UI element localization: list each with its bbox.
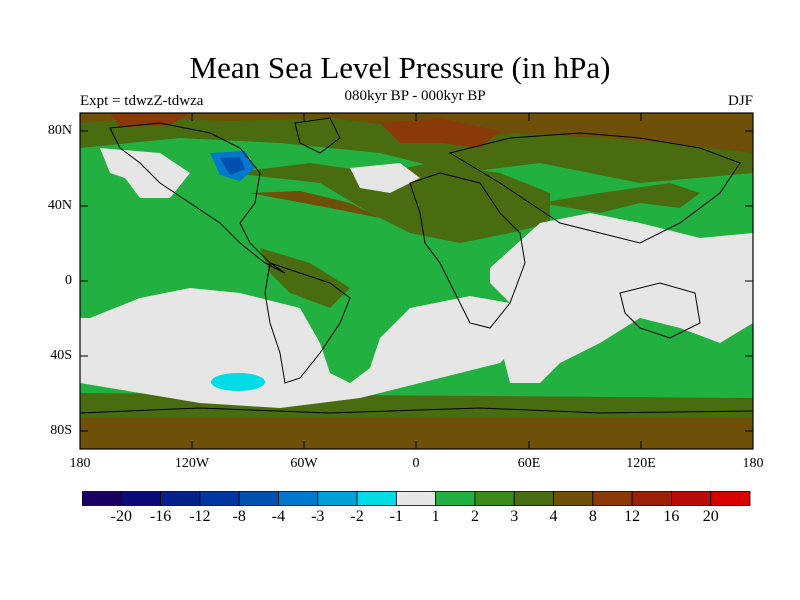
colorbar-label-7: -1 (389, 508, 403, 525)
coastlines (80, 117, 753, 414)
colorbar-label-9: 2 (470, 508, 479, 525)
colorbar-label-3: -8 (232, 508, 246, 525)
colorbar-swatch-11 (513, 491, 554, 506)
colorbar-label-10: 3 (510, 508, 519, 525)
map-frame (79, 112, 754, 450)
map-border (79, 112, 754, 450)
colorbar-swatch-16 (710, 491, 751, 506)
colorbar-swatch-12 (553, 491, 594, 506)
colorbar-swatch-15 (671, 491, 712, 506)
colorbar-label-0: -20 (110, 508, 132, 525)
x-tick-0: 0 (412, 456, 420, 471)
y-tick-marks (80, 130, 753, 432)
colorbar-swatch-14 (631, 491, 672, 506)
x-tick-120e: 120E (626, 456, 656, 471)
y-tick-80s: 80S (50, 423, 72, 438)
y-tick-0: 0 (65, 273, 72, 288)
colorbar-swatch-6 (317, 491, 358, 506)
colorbar-label-14: 16 (663, 508, 680, 525)
colorbar-label-4: -4 (271, 508, 286, 525)
colorbar (82, 491, 751, 506)
y-tick-40s: 40S (50, 348, 72, 363)
page-title: Mean Sea Level Pressure (in hPa) (189, 50, 611, 85)
pressure-map (80, 113, 753, 449)
x-tick-120w: 120W (174, 456, 210, 471)
subtitle: 080kyr BP - 000kyr BP (344, 88, 486, 104)
colorbar-swatch-3 (199, 491, 240, 506)
colorbar-label-8: 1 (431, 508, 440, 525)
x-tick-marks (191, 113, 642, 449)
x-tick-60w: 60W (290, 456, 318, 471)
x-tick-60e: 60E (517, 456, 541, 471)
experiment-label: Expt = tdwzZ-tdwza (80, 93, 204, 109)
y-tick-80n: 80N (47, 123, 72, 138)
colorbar-swatch-5 (278, 491, 319, 506)
colorbar-label-6: -2 (350, 508, 364, 525)
colorbar-label-11: 4 (549, 508, 558, 525)
colorbar-swatch-13 (592, 491, 633, 506)
colorbar-label-15: 20 (702, 508, 719, 525)
colorbar-swatch-8 (395, 491, 437, 506)
colorbar-swatch-10 (474, 491, 515, 506)
colorbar-swatch-4 (238, 491, 279, 506)
colorbar-label-2: -12 (189, 508, 211, 525)
positive-anomaly-regions (80, 113, 753, 449)
x-tick-180e: 180 (742, 456, 764, 471)
colorbar-swatch-1 (120, 491, 161, 506)
season-label: DJF (727, 93, 753, 109)
colorbar-swatch-7 (356, 491, 397, 506)
y-tick-40n: 40N (47, 198, 72, 213)
colorbar-swatch-9 (435, 491, 476, 506)
colorbar-label-5: -3 (311, 508, 325, 525)
colorbar-label-12: 8 (588, 508, 597, 525)
colorbar-swatch-0 (82, 491, 122, 506)
x-tick-180w: 180 (69, 456, 91, 471)
negative-anomaly-regions (210, 151, 265, 391)
colorbar-label-13: 12 (624, 508, 641, 525)
colorbar-label-1: -16 (149, 508, 172, 525)
colorbar-swatch-2 (160, 491, 201, 506)
